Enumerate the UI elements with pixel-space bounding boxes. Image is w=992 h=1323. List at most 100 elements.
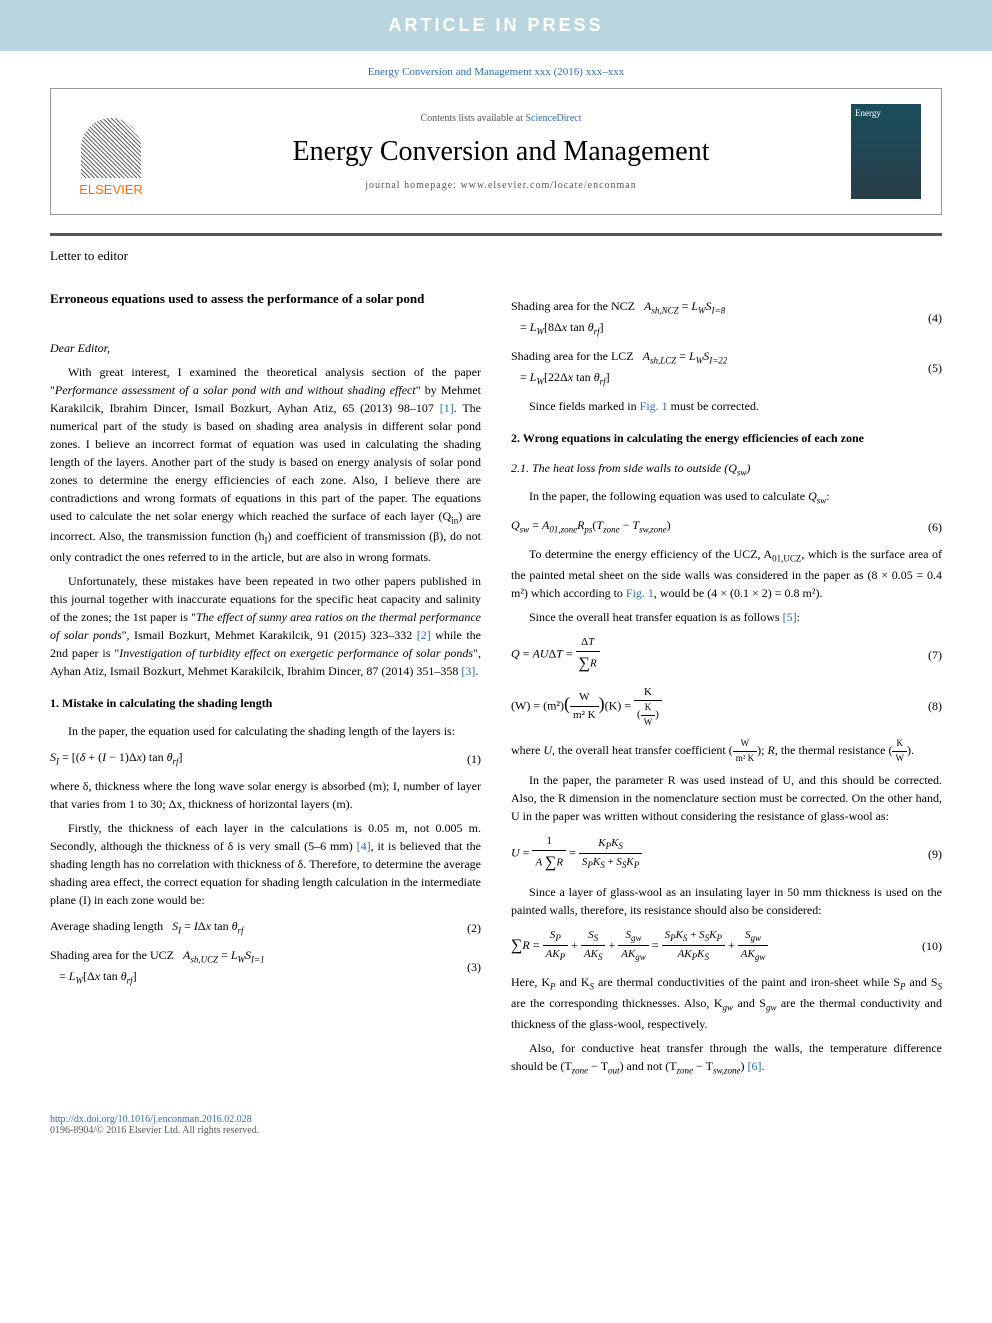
- col2-p1-a: Since fields marked in: [529, 399, 640, 413]
- journal-reference: Energy Conversion and Management xxx (20…: [0, 51, 992, 88]
- equation-2: Average shading length SI = IΔx tan θrf …: [50, 917, 481, 938]
- subsection-2-1-heading: 2.1. The heat loss from side walls to ou…: [511, 459, 942, 480]
- eq2-body: Average shading length SI = IΔx tan θrf: [50, 917, 446, 938]
- s21-p4: where U, the overall heat transfer coeff…: [511, 737, 942, 765]
- eq7-num: (7): [907, 646, 942, 664]
- s21-p8-f: .: [762, 1059, 765, 1073]
- elsevier-logo: ELSEVIER: [71, 107, 151, 197]
- eq4-num: (4): [907, 309, 942, 327]
- eq9-body: U = 1A ∑R = KPKSSPKS + SSKP: [511, 833, 907, 875]
- eq4-label: Shading area for the NCZ: [511, 299, 635, 313]
- p1-text-d: . The numerical part of the study is bas…: [50, 401, 481, 523]
- equation-9: U = 1A ∑R = KPKSSPKS + SSKP (9): [511, 833, 942, 875]
- eq6-num: (6): [907, 518, 942, 536]
- p1-paper-title: Performance assessment of a solar pond w…: [55, 383, 416, 397]
- journal-title: Energy Conversion and Management: [171, 136, 831, 168]
- section-1-heading: 1. Mistake in calculating the shading le…: [50, 694, 481, 712]
- eq9-num: (9): [907, 845, 942, 863]
- eq5-label: Shading area for the LCZ: [511, 349, 634, 363]
- s21-p7: Here, KP and KS are thermal conductiviti…: [511, 973, 942, 1033]
- header-divider: [50, 233, 942, 236]
- s21-p1: In the paper, the following equation was…: [511, 487, 942, 508]
- journal-header: ELSEVIER Contents lists available at Sci…: [50, 88, 942, 215]
- s21-p8-d: − T: [693, 1059, 713, 1073]
- equation-10: ∑R = SPAKP + SSAKS + SgwAKgw = SPKS + SS…: [511, 927, 942, 965]
- ref-1[interactable]: [1]: [440, 401, 454, 415]
- eq1-body: SI = [(δ + (I − 1)Δx) tan θrf]: [50, 748, 446, 769]
- s21-p2-sub: 01,UCZ: [772, 554, 801, 564]
- contents-line: Contents lists available at ScienceDirec…: [171, 113, 831, 124]
- eq8-num: (8): [907, 697, 942, 715]
- eq3-label: Shading area for the UCZ: [50, 948, 174, 962]
- s21-p2: To determine the energy efficiency of th…: [511, 545, 942, 602]
- equation-4: Shading area for the NCZ Ash,NCZ = LWSI=…: [511, 297, 942, 339]
- ref-6[interactable]: [6]: [748, 1059, 762, 1073]
- article-in-press-banner: ARTICLE IN PRESS: [0, 0, 992, 51]
- section-2-heading: 2. Wrong equations in calculating the en…: [511, 429, 942, 447]
- eq2-label: Average shading length: [50, 919, 163, 933]
- col2-p1: Since fields marked in Fig. 1 must be co…: [511, 397, 942, 415]
- header-center: Contents lists available at ScienceDirec…: [171, 113, 831, 191]
- ref-5[interactable]: [5]: [783, 610, 797, 624]
- fig1-ref-2[interactable]: Fig. 1: [626, 586, 654, 600]
- two-column-content: Erroneous equations used to assess the p…: [50, 289, 942, 1084]
- s21-p8-b: − T: [588, 1059, 608, 1073]
- paragraph-2: Unfortunately, these mistakes have been …: [50, 572, 481, 680]
- eq4-body: Shading area for the NCZ Ash,NCZ = LWSI=…: [511, 297, 907, 339]
- doi-block: http://dx.doi.org/10.1016/j.enconman.201…: [50, 1114, 942, 1136]
- s1-p3: Firstly, the thickness of each layer in …: [50, 819, 481, 909]
- equation-5: Shading area for the LCZ Ash,LCZ = LWSI=…: [511, 347, 942, 389]
- right-column: Shading area for the NCZ Ash,NCZ = LWSI=…: [511, 289, 942, 1084]
- eq7-body: Q = AUΔT = ΔT∑R: [511, 634, 907, 676]
- issn-copyright: 0196-8904/© 2016 Elsevier Ltd. All right…: [50, 1125, 259, 1136]
- doi-link[interactable]: http://dx.doi.org/10.1016/j.enconman.201…: [50, 1114, 252, 1125]
- s21-p8-c: ) and not (T: [620, 1059, 677, 1073]
- sciencedirect-link[interactable]: ScienceDirect: [525, 113, 581, 124]
- eq10-num: (10): [907, 937, 942, 955]
- homepage-line: journal homepage: www.elsevier.com/locat…: [171, 180, 831, 191]
- eq8-body: (W) = (m²)(Wm² K)(K) = K(KW): [511, 684, 907, 730]
- s21-p2-c: , would be (4 × (0.1 × 2) = 0.8 m²).: [654, 586, 823, 600]
- fig1-ref[interactable]: Fig. 1: [640, 399, 668, 413]
- s21-p8: Also, for conductive heat transfer throu…: [511, 1039, 942, 1078]
- s21-p3-a: Since the overall heat transfer equation…: [529, 610, 783, 624]
- s21-p3: Since the overall heat transfer equation…: [511, 608, 942, 626]
- eq6-body: Qsw = A01,zoneRps(Tzone − Tsw,zone): [511, 516, 907, 537]
- eq3-body: Shading area for the UCZ Ash,UCZ = LWSI=…: [50, 946, 446, 988]
- equation-7: Q = AUΔT = ΔT∑R (7): [511, 634, 942, 676]
- s21-p8-e: ): [741, 1059, 748, 1073]
- s21-p7-f: and S: [733, 996, 766, 1010]
- eq1-num: (1): [446, 750, 481, 768]
- p2-g: .: [475, 664, 478, 678]
- left-column: Erroneous equations used to assess the p…: [50, 289, 481, 1084]
- salutation: Dear Editor,: [50, 339, 481, 357]
- equation-6: Qsw = A01,zoneRps(Tzone − Tsw,zone) (6): [511, 516, 942, 537]
- journal-cover-thumb: Energy: [851, 104, 921, 199]
- s21-p3-b: :: [797, 610, 800, 624]
- s21-p7-b: and K: [556, 975, 590, 989]
- contents-prefix: Contents lists available at: [420, 113, 525, 124]
- eq5-body: Shading area for the LCZ Ash,LCZ = LWSI=…: [511, 347, 907, 389]
- equation-8: (W) = (m²)(Wm² K)(K) = K(KW) (8): [511, 684, 942, 730]
- p2-c: ", Ismail Bozkurt, Mehmet Karakilcik, 91…: [122, 628, 417, 642]
- p2-title2: Investigation of turbidity effect on exe…: [119, 646, 473, 660]
- s21-p6: Since a layer of glass-wool as an insula…: [511, 883, 942, 919]
- article-title: Erroneous equations used to assess the p…: [50, 289, 481, 309]
- s21-p2-a: To determine the energy efficiency of th…: [529, 547, 772, 561]
- elsevier-tree-icon: [81, 118, 141, 178]
- s21-p7-e: are the corresponding thicknesses. Also,…: [511, 996, 723, 1010]
- ref-4[interactable]: [4]: [357, 839, 371, 853]
- s1-p1: In the paper, the equation used for calc…: [50, 722, 481, 740]
- paragraph-1: With great interest, I examined the theo…: [50, 363, 481, 567]
- eq10-body: ∑R = SPAKP + SSAKS + SgwAKgw = SPKS + SS…: [511, 927, 907, 965]
- s1-p2: where δ, thickness where the long wave s…: [50, 777, 481, 813]
- eq3-num: (3): [446, 958, 481, 976]
- s21-p7-a: Here, K: [511, 975, 550, 989]
- s21-p7-c: are thermal conductivities of the paint …: [594, 975, 900, 989]
- ref-3[interactable]: [3]: [461, 664, 475, 678]
- equation-1: SI = [(δ + (I − 1)Δx) tan θrf] (1): [50, 748, 481, 769]
- equation-3: Shading area for the UCZ Ash,UCZ = LWSI=…: [50, 946, 481, 988]
- elsevier-label: ELSEVIER: [79, 182, 143, 197]
- ref-2[interactable]: [2]: [417, 628, 431, 642]
- section-label: Letter to editor: [50, 248, 942, 264]
